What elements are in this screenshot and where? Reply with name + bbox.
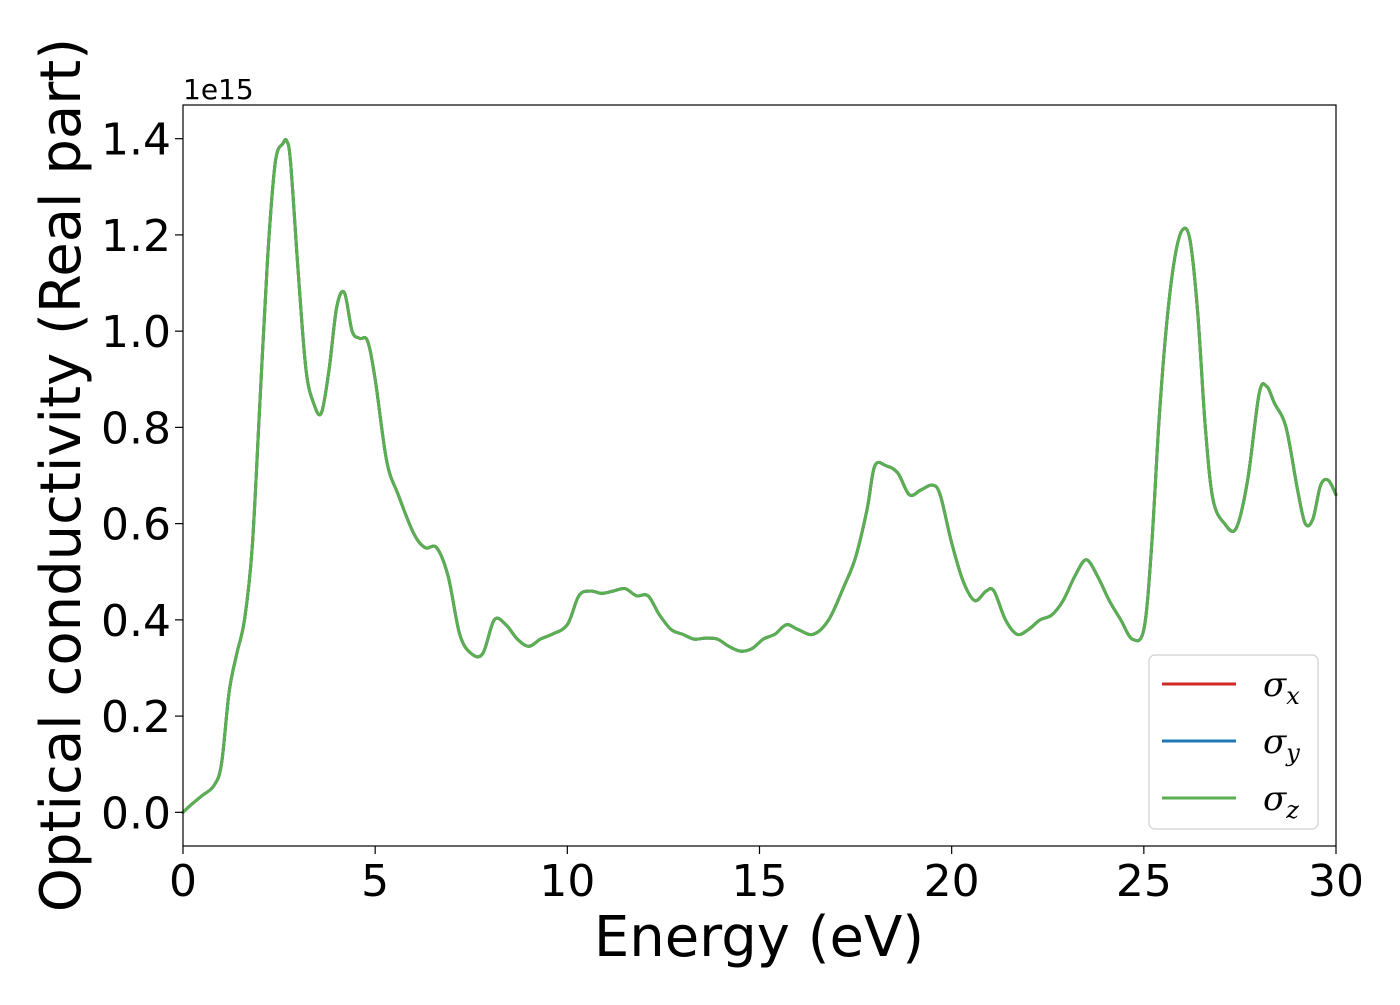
series-line-sigma-z [181, 137, 1338, 814]
y-axis-title: Optical conductivity (Real part) [29, 38, 94, 912]
x-tick-label: 20 [924, 856, 980, 907]
x-tick-label: 25 [1116, 856, 1172, 907]
series-layer [181, 137, 1338, 814]
y-tick-label: 0.8 [101, 403, 171, 454]
legend-label: σz [1263, 779, 1299, 824]
x-axis-ticks: 0 5 10 15 20 25 30 [169, 846, 1364, 907]
x-tick-label: 0 [169, 856, 197, 907]
y-tick-label: 1.0 [101, 307, 171, 358]
legend: σx σy σz [1148, 654, 1319, 830]
x-tick-label: 5 [361, 856, 389, 907]
legend-label: σy [1263, 722, 1300, 767]
y-tick-label: 0.4 [101, 596, 171, 647]
x-axis-title: Energy (eV) [594, 905, 924, 970]
legend-label: σx [1263, 665, 1300, 710]
x-tick-label: 15 [732, 856, 788, 907]
y-tick-label: 0.2 [101, 692, 171, 743]
y-axis-offset-label: 1e15 [183, 73, 254, 106]
y-tick-label: 1.2 [101, 211, 171, 262]
y-tick-label: 0.0 [101, 788, 171, 839]
y-tick-label: 0.6 [101, 500, 171, 551]
x-tick-label: 30 [1308, 856, 1364, 907]
y-tick-label: 1.4 [101, 115, 171, 166]
y-axis-ticks: 0.0 0.2 0.4 0.6 0.8 1.0 1.2 1.4 [101, 115, 183, 839]
x-tick-label: 10 [539, 856, 595, 907]
